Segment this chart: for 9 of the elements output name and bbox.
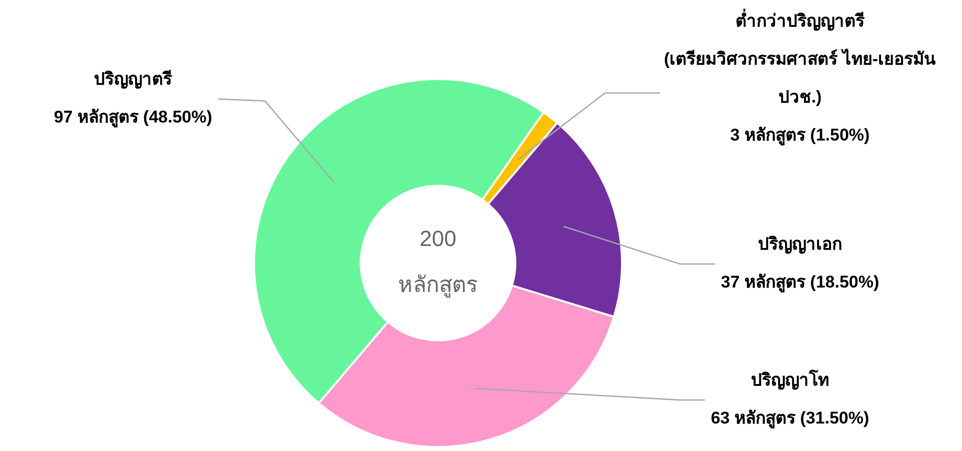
data-label: 97 หลักสูตร (48.50%) [54,108,212,129]
text: 200 หลักสูตร [398,226,478,298]
slice-label: ปริญญาตรี [94,68,173,90]
data-label: 3 หลักสูตร (1.50%) [730,126,870,147]
data-label: 37 หลักสูตร (18.50%) [720,272,880,294]
slice-label: ปริญญาเอก [758,234,842,255]
data-label: 63 หลักสูตร (31.50%) [710,408,870,430]
slice-label: ต่ำกว่าปริญญาตรี (เตรียมวิศวกรรมศาสตร์ ไทย-เยอรมัน ปวช.) [664,8,936,107]
slice-label: ปริญญาโท [751,370,829,391]
